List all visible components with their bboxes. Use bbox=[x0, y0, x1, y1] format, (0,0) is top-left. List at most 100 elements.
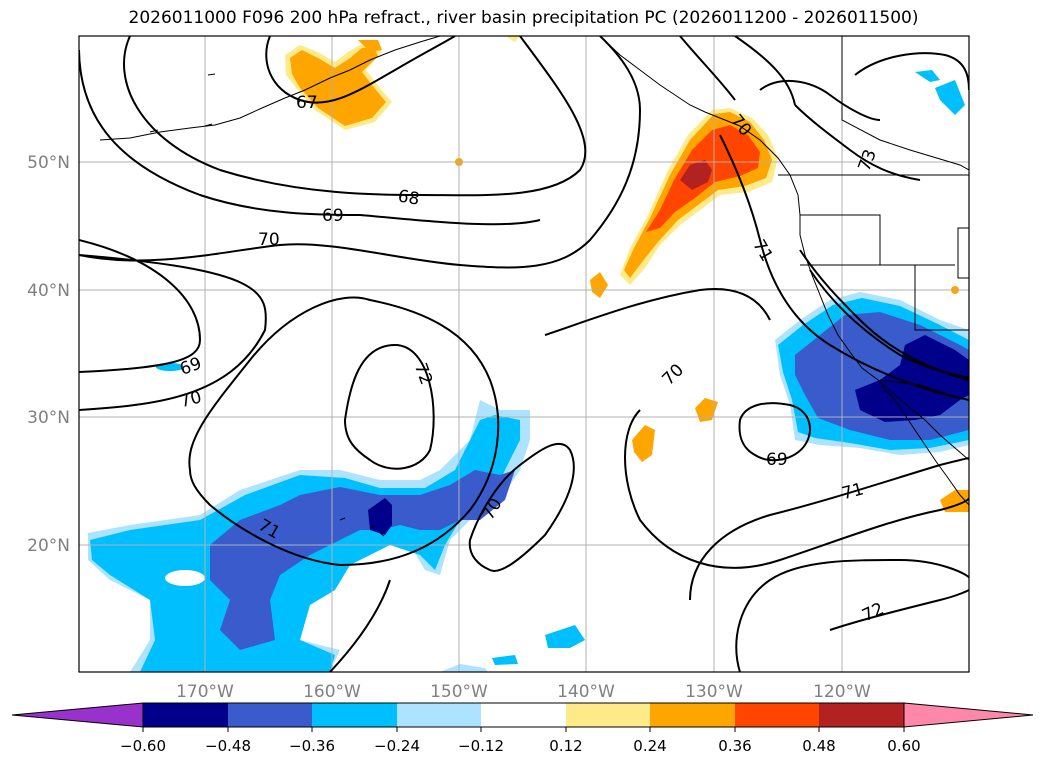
contour-north-2 bbox=[759, 79, 881, 121]
neg-small-bottom-2 bbox=[440, 664, 488, 672]
contour-label: 70 bbox=[659, 360, 688, 389]
contour-right-lower bbox=[809, 269, 969, 379]
pos-region-dark-pnw bbox=[680, 160, 712, 190]
contour-68 bbox=[123, 36, 587, 197]
contour-label: 70 bbox=[258, 230, 280, 250]
map-frame bbox=[78, 35, 970, 673]
contour-label: 68 bbox=[396, 186, 421, 209]
lon-label: 170°W bbox=[176, 682, 234, 702]
state-border-3 bbox=[914, 265, 969, 331]
islands-1 bbox=[339, 517, 385, 537]
gridlines bbox=[79, 36, 969, 672]
white-hole-central bbox=[165, 570, 205, 586]
colorbar-bin bbox=[481, 703, 566, 727]
colorbar-bin bbox=[397, 703, 481, 727]
pos-small-3 bbox=[695, 398, 718, 422]
map-title: 2026011000 F096 200 hPa refract., river … bbox=[128, 8, 919, 28]
colorbar-tick-label: 0.60 bbox=[887, 737, 920, 755]
refractivity-contours bbox=[79, 36, 969, 672]
alaska-panhandle-coast bbox=[599, 36, 969, 461]
contour-bottom-left bbox=[329, 579, 391, 672]
colorbar-tick-label: 0.12 bbox=[549, 737, 582, 755]
contour-70-mid bbox=[544, 288, 771, 336]
pos-small-2 bbox=[632, 425, 655, 462]
contour-72-east-2 bbox=[829, 589, 969, 631]
colorbar-tick-label: −0.36 bbox=[289, 737, 335, 755]
lat-label: 20°N bbox=[27, 536, 70, 556]
contour-71-east bbox=[689, 457, 969, 601]
contour-label: 67 bbox=[296, 93, 318, 113]
colorbar: −0.60 −0.48 −0.36 −0.24 −0.12 0.12 0.24 … bbox=[11, 702, 1034, 755]
colorbar-tick-label: −0.60 bbox=[120, 737, 166, 755]
contour-70-east bbox=[624, 409, 969, 569]
colorbar-bin bbox=[735, 703, 819, 727]
lon-label: 120°W bbox=[813, 682, 871, 702]
contour-label: 73 bbox=[855, 147, 881, 174]
colorbar-bin bbox=[650, 703, 735, 727]
islands-2 bbox=[149, 73, 216, 133]
state-border-4 bbox=[841, 36, 969, 171]
colorbar-extend-low bbox=[11, 702, 144, 728]
contour-72-east bbox=[735, 558, 969, 672]
contour-label: 71 bbox=[748, 236, 776, 265]
neg-region-dark-east bbox=[855, 335, 969, 422]
lon-label: 140°W bbox=[557, 682, 615, 702]
canada-border bbox=[957, 227, 969, 279]
contour-67 bbox=[265, 36, 456, 104]
contour-label: 69 bbox=[322, 206, 344, 226]
contour-70d bbox=[468, 442, 575, 572]
contour-73 bbox=[794, 104, 921, 181]
colorbar-bin bbox=[312, 703, 397, 727]
lat-label: 40°N bbox=[27, 281, 70, 301]
neg-small-topright bbox=[915, 70, 965, 115]
colorbar-bin bbox=[228, 703, 312, 727]
contour-label: 70 bbox=[178, 387, 204, 412]
contour-label: 72 bbox=[410, 360, 436, 387]
pos-small-4 bbox=[940, 490, 969, 512]
contour-north-3 bbox=[854, 52, 969, 91]
pos-region-light-alaska bbox=[290, 48, 386, 126]
colorbar-bin bbox=[819, 703, 904, 727]
longitude-labels: 170°W 160°W 150°W 140°W 130°W 120°W bbox=[176, 682, 871, 702]
lat-label: 50°N bbox=[27, 153, 70, 173]
colorbar-tick-label: −0.48 bbox=[205, 737, 251, 755]
colorbar-bin bbox=[566, 703, 650, 727]
contour-north-1 bbox=[734, 36, 796, 106]
contour-69-east bbox=[738, 402, 811, 462]
baja-coast bbox=[879, 384, 969, 506]
alaska-coast bbox=[99, 36, 441, 141]
contour-70b bbox=[79, 254, 267, 411]
colorbar-tick-label: −0.12 bbox=[458, 737, 504, 755]
neg-small-bottom-3 bbox=[492, 655, 518, 665]
coastlines bbox=[99, 36, 969, 537]
colorbar-tick-label: 0.48 bbox=[802, 737, 835, 755]
contour-label: 72 bbox=[859, 599, 887, 626]
colorbar-tick-label: 0.36 bbox=[718, 737, 751, 755]
contour-70a bbox=[79, 36, 642, 269]
contour-69a bbox=[79, 49, 541, 226]
neg-region-mid-central bbox=[210, 470, 515, 650]
pos-small-1 bbox=[590, 272, 608, 298]
contour-71a bbox=[188, 296, 500, 567]
contour-label: 69 bbox=[766, 450, 788, 470]
contour-label: 71 bbox=[840, 479, 866, 504]
contour-label: 69 bbox=[177, 354, 204, 380]
pos-small-top bbox=[505, 36, 520, 42]
colorbar-tick-label: 0.24 bbox=[633, 737, 666, 755]
pos-small-alaska-top bbox=[358, 40, 382, 52]
neg-small-bottom-1 bbox=[545, 625, 585, 648]
contour-71-pnw bbox=[719, 134, 969, 401]
colorbar-extend-high bbox=[903, 702, 1034, 728]
contour-north-4 bbox=[679, 36, 736, 101]
neg-region-dark-central bbox=[368, 498, 392, 535]
lon-label: 150°W bbox=[430, 682, 488, 702]
contour-72 bbox=[343, 343, 435, 470]
colorbar-tick-label: −0.24 bbox=[374, 737, 420, 755]
lon-label: 130°W bbox=[685, 682, 743, 702]
lat-label: 30°N bbox=[27, 408, 70, 428]
precip-shading bbox=[88, 36, 969, 672]
state-border-1 bbox=[800, 214, 881, 265]
colorbar-bin bbox=[143, 703, 228, 727]
colorbar-frame bbox=[142, 702, 905, 728]
